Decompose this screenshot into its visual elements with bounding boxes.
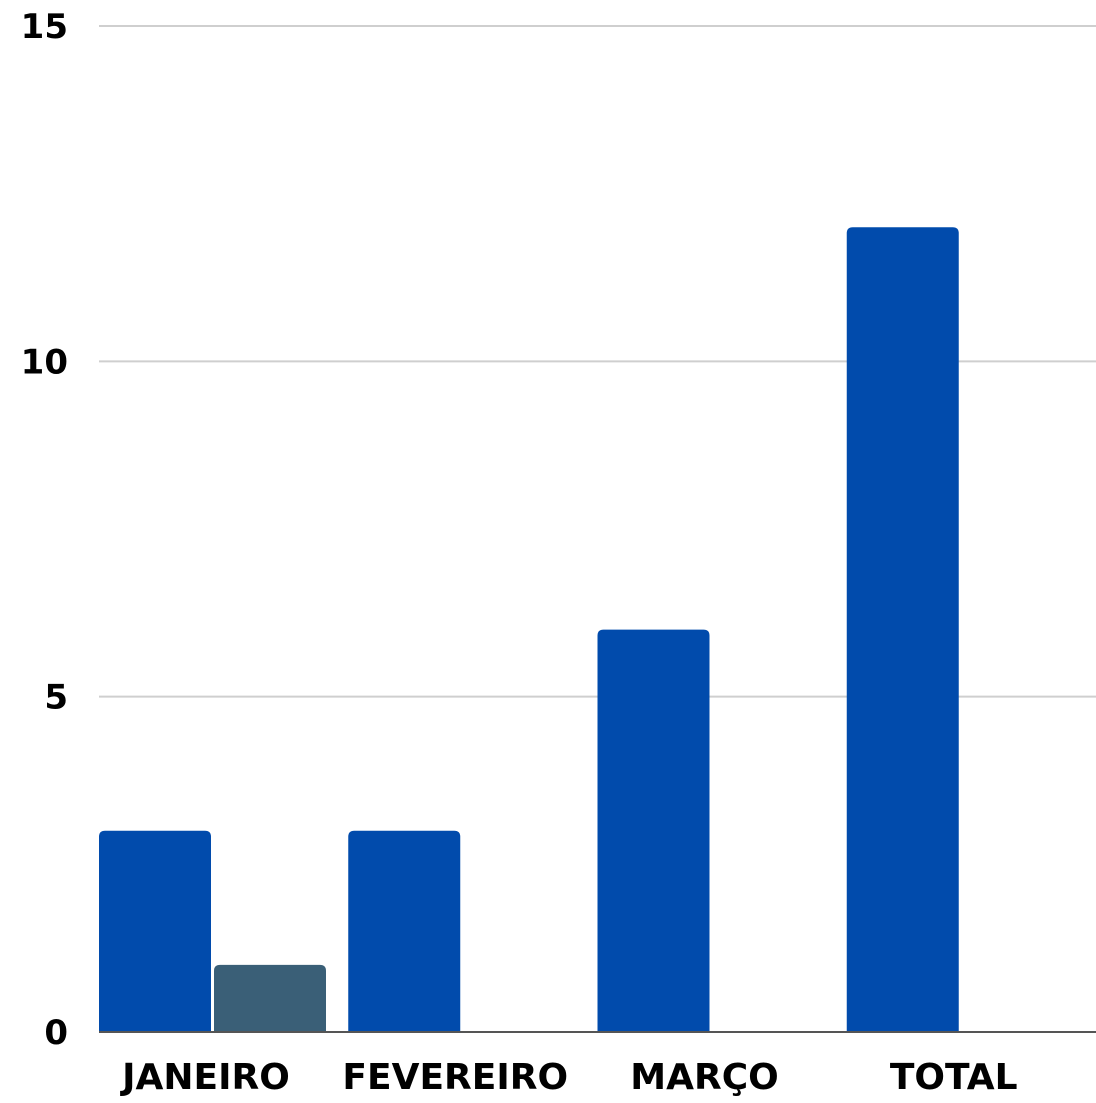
bar-janeiro-series-2 [214, 964, 326, 1032]
x-axis-ticks: JANEIRO FEVEREIRO MARÇO TOTAL [119, 1057, 1017, 1098]
bar-fevereiro-series-1 [348, 830, 461, 1032]
y-tick-label: 5 [44, 678, 68, 718]
bar-total-series-1 [846, 227, 959, 1032]
y-tick-label: 0 [44, 1013, 68, 1053]
x-tick-label: JANEIRO [119, 1057, 290, 1098]
x-tick-label: TOTAL [890, 1057, 1018, 1098]
y-axis-ticks: 0 5 10 15 [21, 7, 68, 1053]
bars [99, 227, 959, 1032]
bar-janeiro-series-1 [99, 830, 211, 1032]
x-tick-label: FEVEREIRO [342, 1057, 568, 1098]
bar-março-series-1 [597, 629, 710, 1032]
y-tick-label: 15 [21, 7, 68, 47]
y-tick-label: 10 [21, 342, 68, 382]
x-tick-label: MARÇO [630, 1057, 778, 1098]
